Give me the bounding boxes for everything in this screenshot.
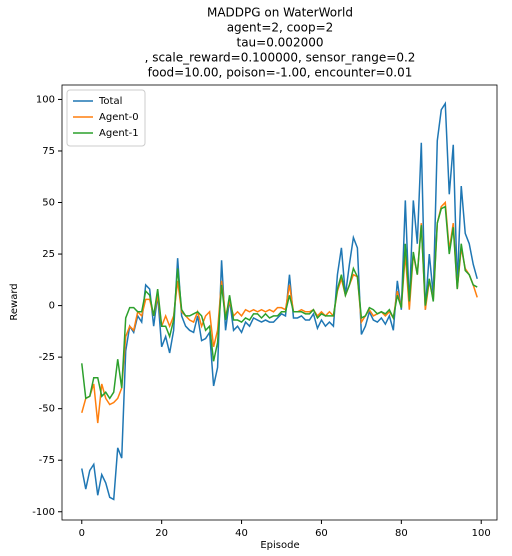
chart-title: agent=2, coop=2 xyxy=(227,21,334,35)
x-tick-label: 0 xyxy=(79,528,85,539)
y-tick-label: 25 xyxy=(42,249,55,260)
plot-frame xyxy=(61,84,498,521)
x-tick-label: 60 xyxy=(315,528,328,539)
legend-label: Agent-1 xyxy=(99,128,139,139)
x-tick-label: 20 xyxy=(155,528,168,539)
y-tick-label: -100 xyxy=(32,507,55,518)
chart-title: , scale_reward=0.100000, sensor_range=0.… xyxy=(145,51,416,65)
y-tick-label: 100 xyxy=(36,94,55,105)
y-tick-label: 50 xyxy=(42,198,55,209)
legend-label: Total xyxy=(98,96,122,107)
x-axis-label: Episode xyxy=(260,540,299,551)
y-tick-label: -50 xyxy=(39,404,55,415)
chart-title: food=10.00, poison=-1.00, encounter=0.01 xyxy=(148,66,413,80)
y-tick-label: 75 xyxy=(42,146,55,157)
y-tick-label: -25 xyxy=(39,352,55,363)
line-series xyxy=(81,101,478,501)
chart-title: MADDPG on WaterWorld xyxy=(207,6,353,20)
line-series xyxy=(81,205,478,400)
x-tick-label: 80 xyxy=(395,528,408,539)
y-tick-label: -75 xyxy=(39,455,55,466)
x-tick-label: 100 xyxy=(472,528,491,539)
y-axis-label: Reward xyxy=(9,283,20,320)
chart-title: tau=0.002000 xyxy=(237,36,324,50)
legend-box xyxy=(66,89,146,147)
x-tick-label: 40 xyxy=(235,528,248,539)
y-tick-label: 0 xyxy=(49,301,55,312)
legend-label: Agent-0 xyxy=(99,112,139,123)
